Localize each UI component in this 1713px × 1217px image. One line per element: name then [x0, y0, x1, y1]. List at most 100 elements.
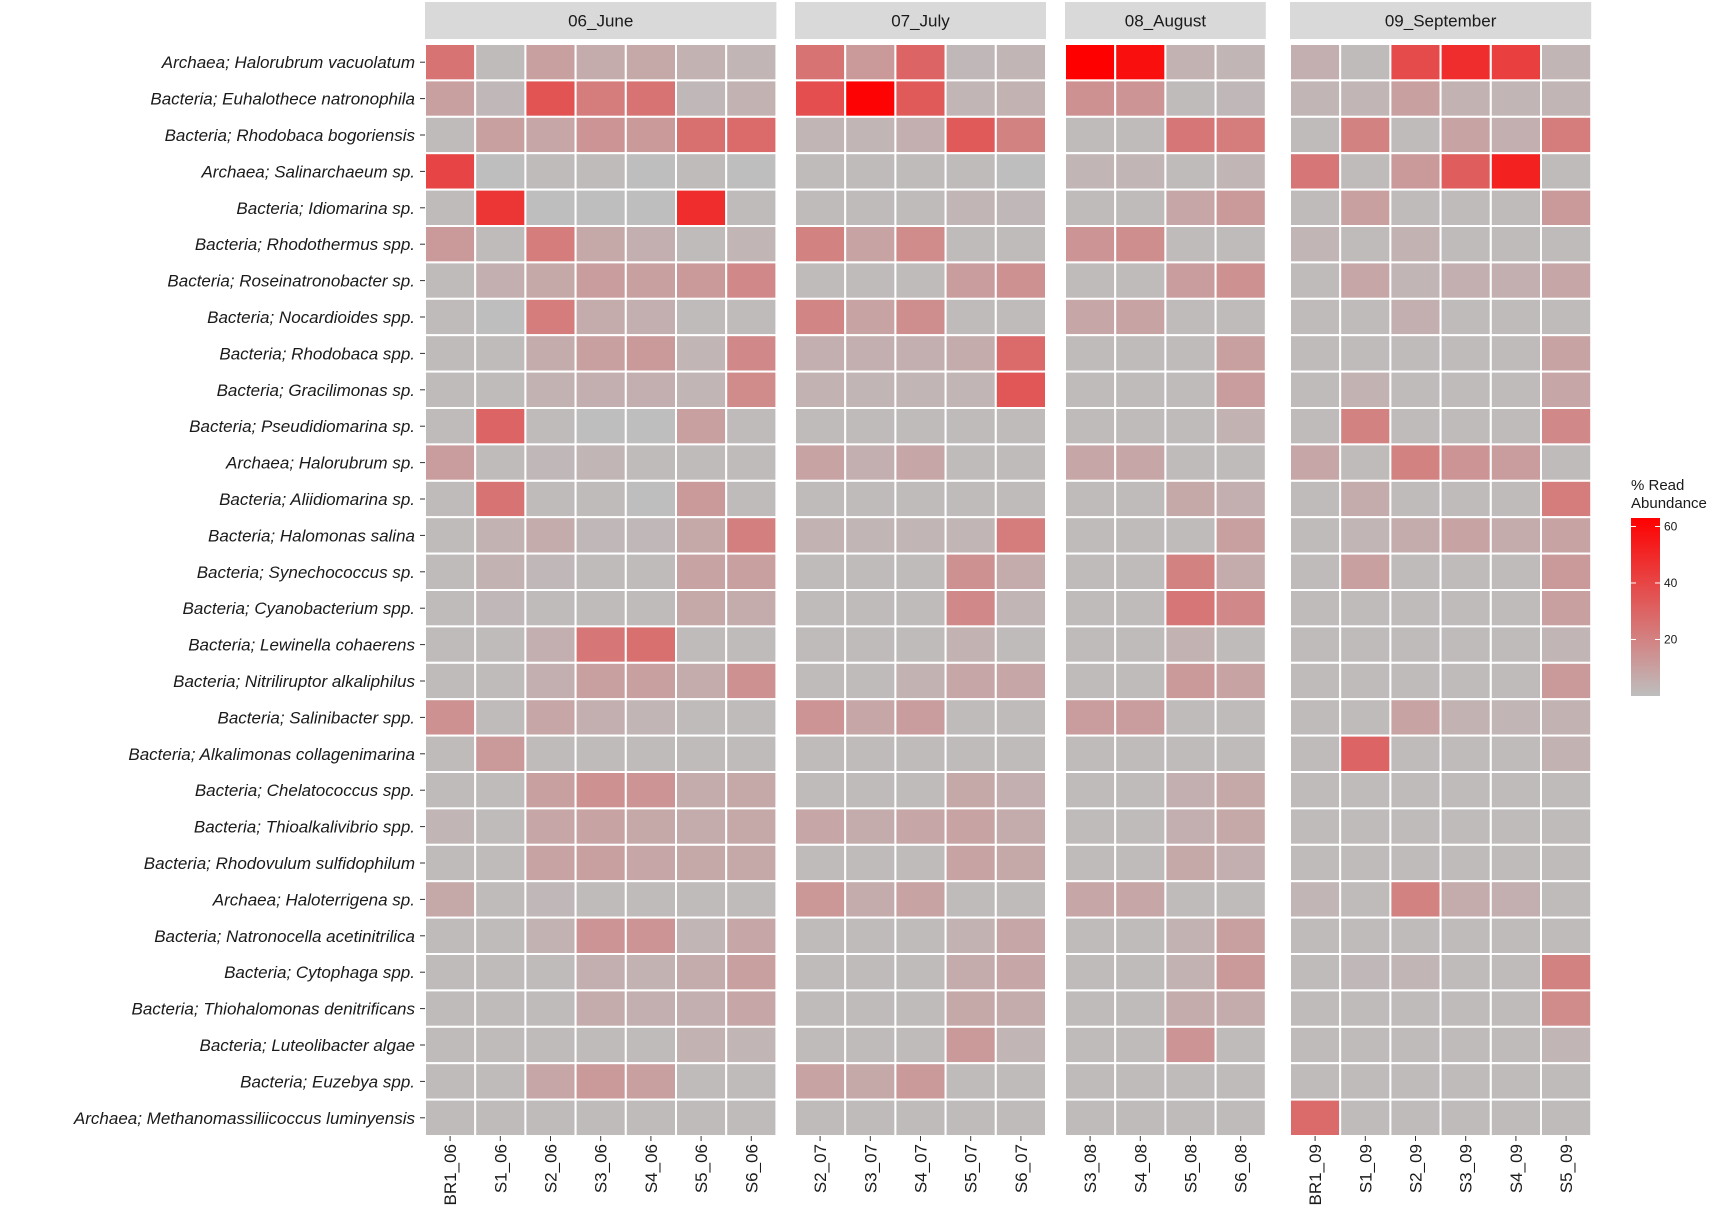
heatmap-cell — [994, 188, 1047, 228]
y-tick-label: Bacteria; Rhodobaca spp. — [219, 344, 415, 363]
heatmap-cell — [1439, 43, 1492, 82]
x-tick-label: S2_07 — [811, 1144, 830, 1193]
heatmap-cell — [794, 370, 847, 410]
heatmap-cell — [1489, 552, 1543, 591]
heatmap-cell — [574, 552, 627, 591]
heatmap-cell — [1214, 79, 1267, 118]
heatmap-cell — [894, 188, 947, 228]
heatmap-cell — [1439, 370, 1492, 410]
heatmap-cell — [894, 261, 947, 300]
y-tick-label: Bacteria; Cyanobacterium spp. — [183, 599, 415, 618]
heatmap-cell — [624, 552, 677, 591]
heatmap-cell — [725, 516, 778, 555]
heatmap-cell — [574, 188, 627, 228]
heatmap-cell — [1339, 297, 1392, 337]
heatmap-cell — [1214, 516, 1267, 555]
heatmap-cell — [944, 1062, 997, 1101]
heatmap-cell — [1064, 843, 1117, 883]
heatmap-cell — [1339, 334, 1392, 373]
heatmap-cell — [1439, 771, 1492, 810]
heatmap-cell — [844, 479, 897, 519]
heatmap-cell — [1339, 370, 1392, 410]
heatmap-cell — [424, 771, 477, 810]
heatmap-cell — [994, 370, 1047, 410]
legend-tick-label: 40 — [1664, 576, 1678, 590]
heatmap-cell — [574, 807, 627, 846]
heatmap-cell — [474, 698, 527, 737]
heatmap-cell — [725, 843, 778, 883]
heatmap-cell — [574, 661, 627, 701]
heatmap-cell — [1064, 79, 1117, 118]
heatmap-cell — [624, 334, 677, 373]
heatmap-cell — [624, 698, 677, 737]
x-tick-label: S5_06 — [692, 1144, 711, 1193]
heatmap-cell — [1389, 115, 1442, 155]
heatmap-cell — [944, 916, 997, 955]
heatmap-cell — [524, 297, 577, 337]
heatmap-cell — [894, 152, 947, 191]
heatmap-cell — [894, 297, 947, 337]
heatmap-cell — [1114, 953, 1167, 992]
heatmap-cell — [1289, 188, 1342, 228]
heatmap-cell — [725, 552, 778, 591]
heatmap-cell — [844, 625, 897, 664]
heatmap-cell — [524, 516, 577, 555]
heatmap-cell — [1339, 407, 1392, 446]
heatmap-cell — [1439, 334, 1492, 373]
y-tick-label: Archaea; Halorubrum vacuolatum — [161, 53, 415, 72]
heatmap-cell — [1064, 1098, 1117, 1137]
heatmap-cell — [1489, 843, 1543, 883]
heatmap-cell — [1439, 661, 1492, 701]
heatmap-cell — [524, 1062, 577, 1101]
heatmap-cell — [524, 589, 577, 628]
heatmap-cell — [424, 115, 477, 155]
facet-strip — [1290, 2, 1592, 39]
heatmap-cell — [424, 1025, 477, 1065]
heatmap-cell — [1164, 334, 1217, 373]
x-tick-label: S4_06 — [642, 1144, 661, 1193]
heatmap-cell — [1289, 843, 1342, 883]
panel-08_August: 08_August S3_08 S4_08 S5_08 S6_08 — [1064, 2, 1267, 1193]
heatmap-cell — [1439, 79, 1492, 118]
heatmap-cell — [894, 989, 947, 1028]
heatmap-cell — [944, 443, 997, 482]
heatmap-cell — [624, 661, 677, 701]
heatmap-cell — [675, 188, 728, 228]
heatmap-cell — [1114, 625, 1167, 664]
heatmap-cell — [894, 698, 947, 737]
facet-strip — [425, 2, 777, 39]
heatmap-cell — [1114, 152, 1167, 191]
heatmap-cell — [1214, 225, 1267, 264]
heatmap-cell — [1214, 698, 1267, 737]
heatmap-cell — [994, 552, 1047, 591]
heatmap-cell — [1339, 953, 1392, 992]
heatmap-cell — [424, 261, 477, 300]
heatmap-cell — [844, 771, 897, 810]
heatmap-cell — [1439, 552, 1492, 591]
x-tick-label: S5_07 — [962, 1144, 981, 1193]
heatmap-cell — [1389, 43, 1442, 82]
y-tick-label: Archaea; Methanomassiliicoccus luminyens… — [73, 1109, 416, 1128]
heatmap-cell — [1064, 589, 1117, 628]
heatmap-cell — [1064, 407, 1117, 446]
heatmap-cell — [1064, 734, 1117, 773]
heatmap-cell — [1339, 152, 1392, 191]
heatmap-cell — [994, 734, 1047, 773]
x-tick-label: S6_06 — [742, 1144, 761, 1193]
heatmap-cell — [1214, 188, 1267, 228]
heatmap-cell — [844, 698, 897, 737]
x-tick-label: S5_08 — [1182, 1144, 1201, 1193]
heatmap-cell — [1114, 443, 1167, 482]
y-tick-label: Archaea; Haloterrigena sp. — [212, 890, 415, 909]
heatmap-cell — [624, 1098, 677, 1137]
heatmap-cell — [1214, 43, 1267, 82]
heatmap-cell — [844, 43, 897, 82]
heatmap-cell — [944, 79, 997, 118]
heatmap-cell — [424, 916, 477, 955]
x-tick-label: BR1_06 — [441, 1144, 460, 1205]
heatmap-cell — [894, 953, 947, 992]
heatmap-cell — [1439, 989, 1492, 1028]
heatmap-cell — [1489, 479, 1543, 519]
heatmap-cell — [1114, 79, 1167, 118]
